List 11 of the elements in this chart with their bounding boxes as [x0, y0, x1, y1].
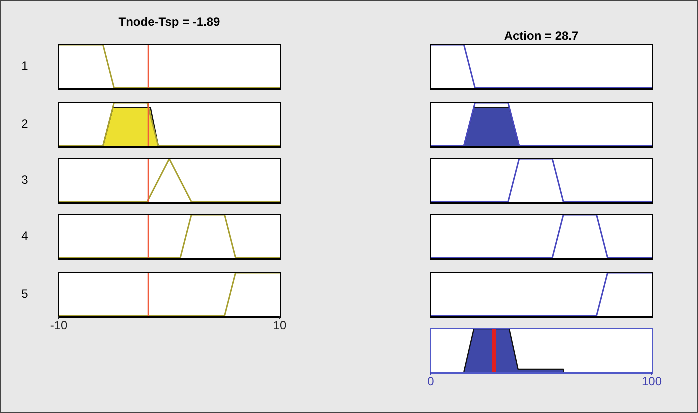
x-tick-label: 0	[428, 374, 435, 389]
chart-title: Tnode-Tsp = -1.89	[118, 15, 222, 29]
y-axis-title: 1	[20, 58, 30, 72]
y-axis-title: 3	[20, 172, 30, 186]
chart-title: Action = 28.7	[503, 29, 580, 43]
y-axis-title: 2	[20, 116, 30, 130]
y-axis-title: 4	[20, 228, 30, 242]
x-tick-label: -10	[50, 318, 68, 333]
x-tick-label: 10	[273, 318, 287, 333]
x-tick-label: 100	[642, 374, 662, 389]
y-axis-title: 5	[20, 286, 30, 300]
